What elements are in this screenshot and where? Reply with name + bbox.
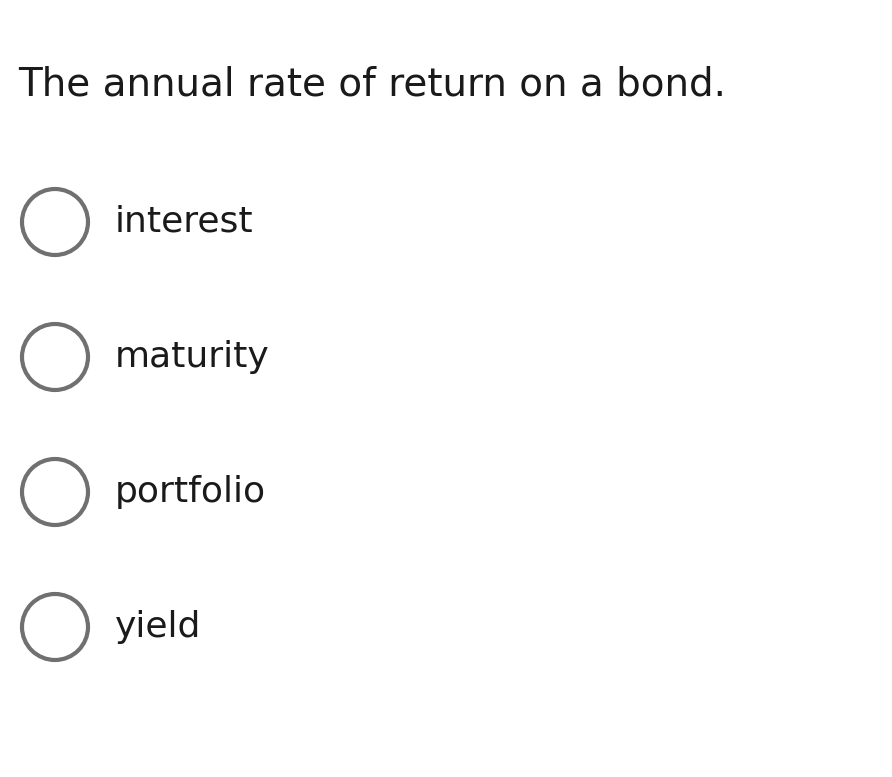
Text: yield: yield bbox=[115, 610, 202, 644]
Text: interest: interest bbox=[115, 205, 253, 239]
Text: maturity: maturity bbox=[115, 340, 269, 374]
Text: The annual rate of return on a bond.: The annual rate of return on a bond. bbox=[18, 65, 726, 103]
Text: portfolio: portfolio bbox=[115, 475, 266, 509]
